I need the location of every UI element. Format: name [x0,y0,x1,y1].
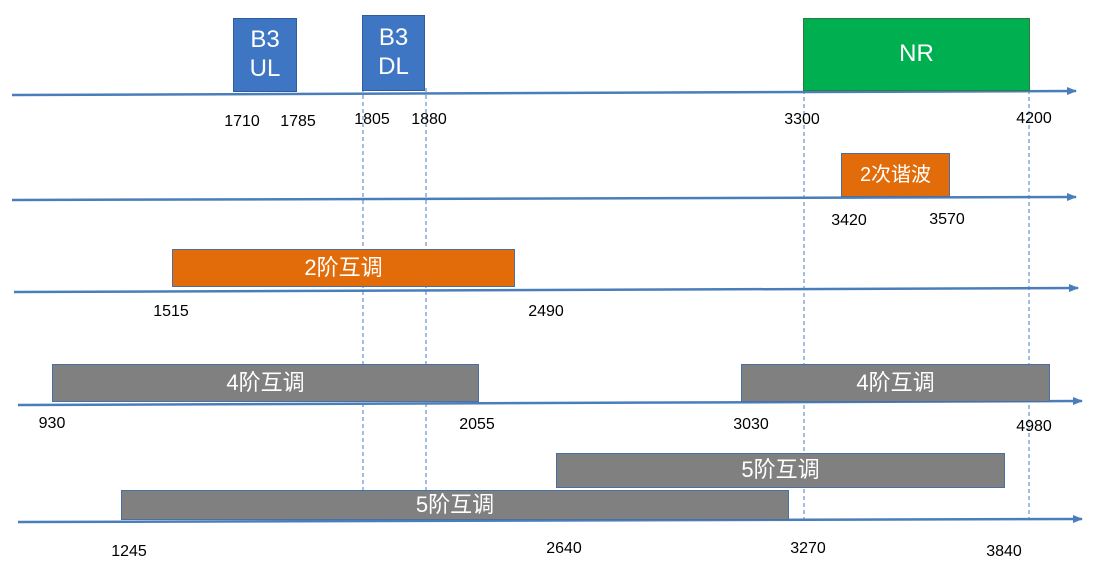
tick-label: 1245 [111,543,147,560]
band-5th-order-imd-lower: 5阶互调 [121,490,789,520]
band-nr: NR [803,18,1030,91]
tick-label: 3840 [986,543,1022,560]
band-4th-order-imd-high: 4阶互调 [741,364,1050,402]
tick-label: 3270 [790,540,826,557]
band-b3-dl: B3 DL [362,15,425,91]
tick-label: 3300 [784,111,820,128]
tick-label: 4200 [1016,110,1052,127]
tick-label: 1710 [224,113,260,130]
band-b3-ul: B3 UL [233,18,297,92]
tick-label: 2640 [546,540,582,557]
tick-label: 2055 [459,416,495,433]
band-5th-order-imd-upper: 5阶互调 [556,453,1005,488]
tick-label: 3570 [929,211,965,228]
tick-label: 1785 [280,113,316,130]
tick-label: 3420 [831,212,867,229]
axis-row-2 [11,193,1077,202]
tick-label: 3030 [733,416,769,433]
axis-row-5 [17,515,1083,524]
axis-row-1 [11,87,1077,97]
band-2nd-harmonic: 2次谐波 [841,153,950,197]
band-2nd-order-imd: 2阶互调 [172,249,515,287]
axis-row-3 [13,284,1079,294]
tick-label: 930 [38,415,66,432]
tick-label: 1805 [354,111,390,128]
tick-label: 4980 [1016,418,1052,435]
band-4th-order-imd-low: 4阶互调 [52,364,479,402]
tick-label: 1515 [153,303,189,320]
tick-label: 2490 [528,303,564,320]
tick-label: 1880 [411,111,447,128]
